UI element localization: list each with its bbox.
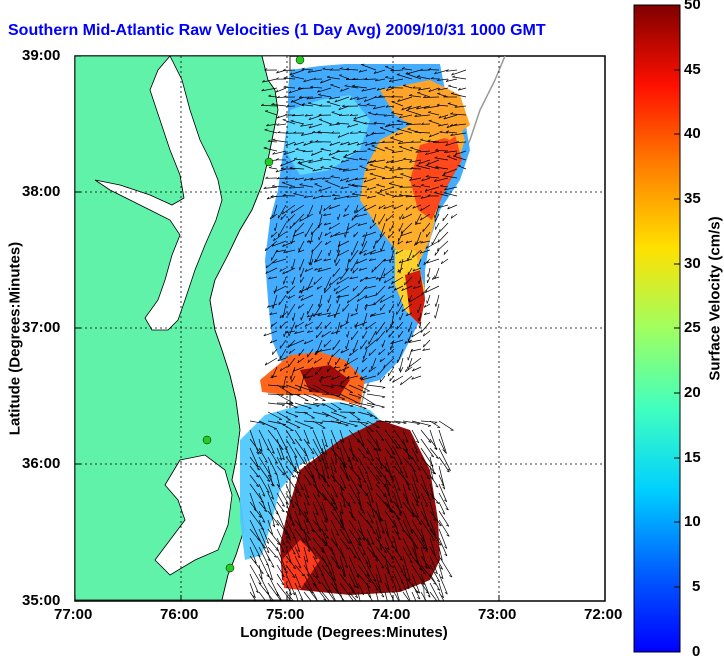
colorbar-tick: 0 (692, 643, 700, 660)
map-title: Southern Mid-Atlantic Raw Velocities (1 … (8, 22, 608, 40)
y-tick: 36:00 (22, 455, 60, 472)
colorbar-label: Surface Velocity (cm/s) (707, 184, 724, 414)
x-axis-label: Longitude (Degrees:Minutes) (0, 624, 706, 641)
colorbar-tick: 45 (684, 61, 701, 78)
y-axis-label: Latitude (Degrees:Minutes) (7, 239, 24, 439)
station-marker (265, 158, 273, 166)
x-tick: 77:00 (54, 606, 92, 623)
station-marker (226, 564, 234, 572)
colorbar-tick: 25 (684, 319, 701, 336)
colorbar-tick: 20 (684, 384, 701, 401)
colorbar-tick: 30 (684, 255, 701, 272)
colorbar-tick: 40 (684, 125, 701, 142)
x-tick: 76:00 (160, 606, 198, 623)
station-marker (203, 436, 211, 444)
x-tick: 74:00 (372, 606, 410, 623)
station-marker (296, 56, 304, 64)
y-tick: 38:00 (22, 183, 60, 200)
colorbar-tick: 10 (684, 513, 701, 530)
x-tick: 73:00 (478, 606, 516, 623)
colorbar-tick: 50 (684, 0, 701, 13)
colorbar-tick: 15 (684, 449, 701, 466)
y-tick: 37:00 (22, 319, 60, 336)
x-tick: 75:00 (266, 606, 304, 623)
y-tick: 39:00 (22, 47, 60, 64)
colorbar (634, 5, 680, 652)
x-tick: 72:00 (584, 606, 622, 623)
colorbar-tick: 35 (684, 190, 701, 207)
colorbar-tick: 5 (692, 578, 700, 595)
